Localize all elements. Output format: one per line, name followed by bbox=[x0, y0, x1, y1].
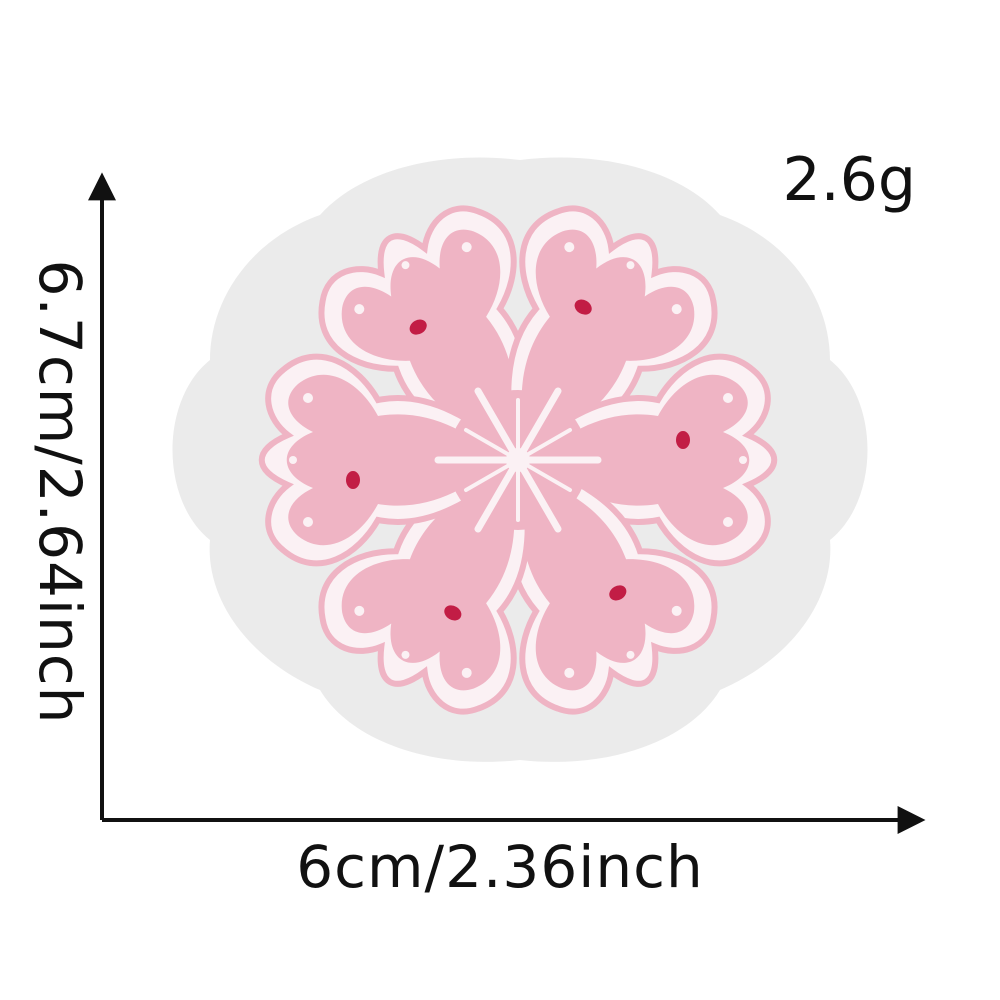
width-label: 6cm/2.36inch bbox=[296, 833, 704, 901]
height-label: 6.7cm/2.64inch bbox=[26, 259, 94, 725]
weight-label: 2.6g bbox=[782, 145, 916, 215]
center-star bbox=[434, 387, 602, 533]
